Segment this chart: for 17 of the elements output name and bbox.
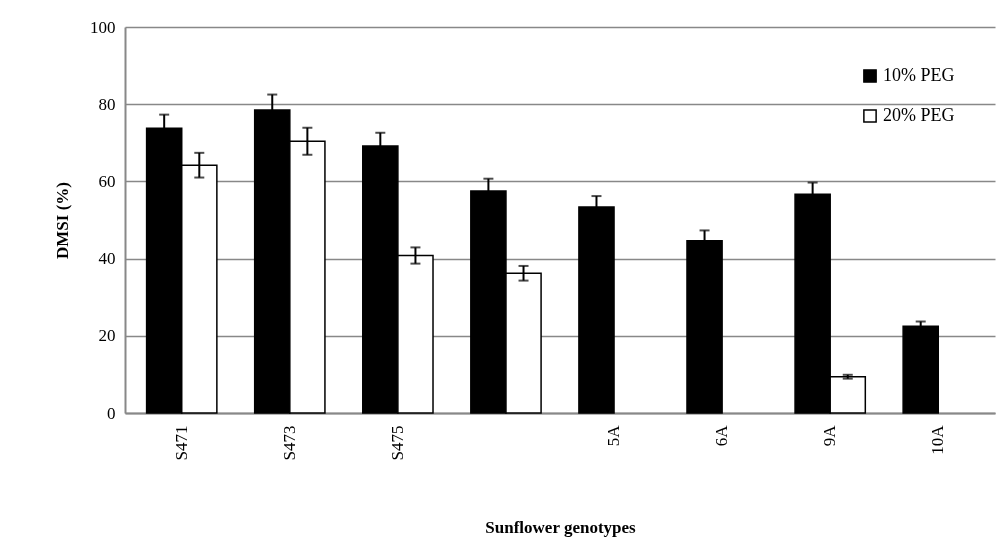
y-tick-label: 20	[98, 326, 116, 346]
y-tick-label: 100	[90, 17, 116, 37]
y-tick-label: 40	[98, 249, 116, 269]
y-axis-title: DMSI (%)	[53, 182, 72, 259]
x-tick-label: 5A	[604, 424, 624, 447]
x-axis-title: Sunflower genotypes	[485, 518, 637, 538]
x-tick-label: 6A	[712, 424, 732, 447]
x-tick-label: S473	[279, 425, 299, 461]
legend-label: 10% PEG	[883, 65, 955, 85]
x-tick-label: 9A	[820, 424, 840, 447]
x-tick-label: 10A	[928, 424, 948, 455]
y-tick-label: 80	[98, 94, 116, 114]
x-tick-label: S471	[171, 425, 191, 461]
legend-label: 20% PEG	[883, 105, 955, 125]
y-tick-label: 60	[98, 171, 116, 191]
y-tick-label: 0	[107, 403, 116, 423]
x-tick-label: S475	[387, 425, 407, 461]
